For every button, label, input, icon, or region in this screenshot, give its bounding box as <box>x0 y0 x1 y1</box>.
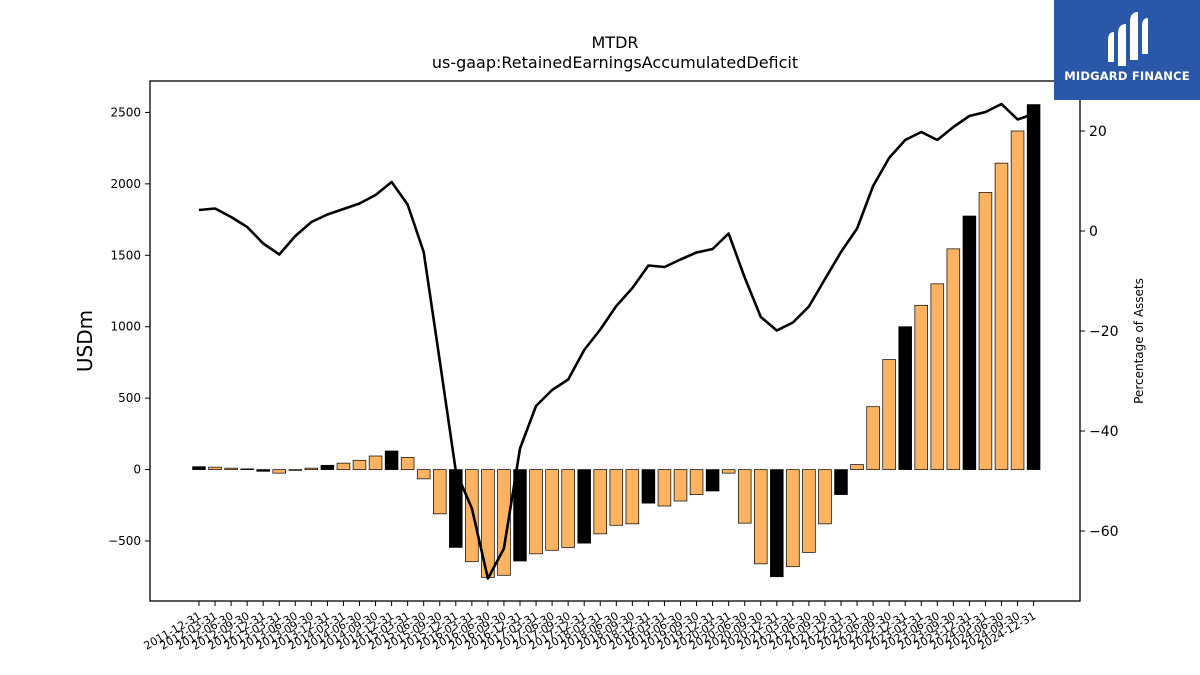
bar-2014-03-31 <box>336 462 351 470</box>
bar-2017-03-31 <box>529 469 543 555</box>
bar-2014-12-31 <box>384 450 399 470</box>
chart-subtitle: us-gaap:RetainedEarningsAccumulatedDefic… <box>432 53 798 72</box>
bar-2019-06-30 <box>673 469 688 502</box>
bar-2020-09-30 <box>753 469 768 565</box>
logo: MIDGARD FINANCE <box>1054 0 1200 100</box>
y-axis-right: −60 −40 −20 0 20 <box>1080 124 1119 540</box>
bar-2013-12-31 <box>320 464 335 470</box>
bar-2014-09-30 <box>368 455 383 470</box>
bar-2021-12-31 <box>834 469 848 495</box>
bar-2012-09-30 <box>240 468 254 471</box>
bar-2018-09-30 <box>625 469 640 525</box>
bar-2022-12-31 <box>898 326 912 470</box>
y-tick-label: 2500 <box>110 105 141 119</box>
bar-2016-12-31 <box>513 469 527 562</box>
bar-2023-06-30 <box>930 283 945 470</box>
bar-2017-06-30 <box>545 469 559 551</box>
bar-2021-06-30 <box>802 469 816 553</box>
x-axis: 2011-12-312012-03-312012-06-302012-09-30… <box>142 601 1038 653</box>
line-layer <box>198 102 1035 580</box>
bar-2013-03-31 <box>272 469 287 474</box>
bar-2016-09-30 <box>497 469 511 576</box>
bar-2021-03-31 <box>786 469 800 568</box>
chart-title: MTDR <box>591 33 638 52</box>
y-tick-label: 2000 <box>110 177 141 191</box>
bar-2020-03-31 <box>721 469 736 474</box>
y-tick-label: 500 <box>118 391 141 405</box>
y-axis-label: USDm <box>73 310 97 372</box>
bar-2023-09-30 <box>946 248 961 470</box>
bar-2022-09-30 <box>882 359 896 470</box>
percentage-line <box>198 102 1035 580</box>
y2-tick-label: 20 <box>1089 124 1107 140</box>
bar-2012-06-30 <box>224 467 238 470</box>
bar-2021-09-30 <box>818 469 832 525</box>
bar-2012-12-31 <box>256 469 270 472</box>
bar-2018-03-31 <box>593 469 607 535</box>
bar-2015-09-30 <box>433 469 447 515</box>
bar-2023-03-31 <box>914 304 928 470</box>
bar-2013-09-30 <box>304 467 319 470</box>
logo-text: MIDGARD FINANCE <box>1064 69 1190 83</box>
bar-2014-06-30 <box>352 459 367 470</box>
y-tick-label: 1500 <box>110 248 141 262</box>
bar-2023-12-31 <box>962 215 977 470</box>
bar-2019-09-30 <box>689 469 704 495</box>
bar-2024-06-30 <box>994 162 1009 470</box>
bar-2020-12-31 <box>770 469 784 578</box>
bars <box>192 104 1041 578</box>
bar-2011-12-31 <box>192 466 206 470</box>
bar-2024-12-31 <box>1026 104 1041 470</box>
bar-2015-06-30 <box>416 469 431 480</box>
y2-tick-label: −40 <box>1089 424 1119 440</box>
bar-2022-03-31 <box>850 464 864 470</box>
y-tick-label: −500 <box>108 534 141 548</box>
bar-2013-06-30 <box>288 469 303 471</box>
bar-2017-12-31 <box>577 469 591 544</box>
bar-2019-12-31 <box>705 469 720 492</box>
y2-axis-label: Percentage of Assets <box>1132 278 1146 404</box>
y2-tick-label: −20 <box>1089 324 1119 340</box>
y-axis-left: −500 0 500 1000 1500 2000 2500 <box>108 105 150 548</box>
bar-2024-03-31 <box>978 192 993 470</box>
y-tick-label: 1000 <box>110 320 141 334</box>
bar-2016-03-31 <box>465 469 479 563</box>
y2-tick-label: 0 <box>1089 224 1098 240</box>
bar-2017-09-30 <box>561 469 575 548</box>
bar-2020-06-30 <box>737 469 752 524</box>
bar-2024-09-30 <box>1010 130 1025 470</box>
bar-2015-03-31 <box>400 457 415 470</box>
bar-2012-03-31 <box>208 466 222 470</box>
bar-2022-06-30 <box>866 406 880 470</box>
y-tick-label: 0 <box>133 463 141 477</box>
bar-2019-03-31 <box>657 469 672 507</box>
bar-2018-06-30 <box>609 469 624 526</box>
plot-frame <box>149 80 1081 602</box>
y2-tick-label: −60 <box>1089 524 1119 540</box>
midgard-logo-icon <box>1108 12 1148 66</box>
bar-2018-12-31 <box>641 469 656 504</box>
